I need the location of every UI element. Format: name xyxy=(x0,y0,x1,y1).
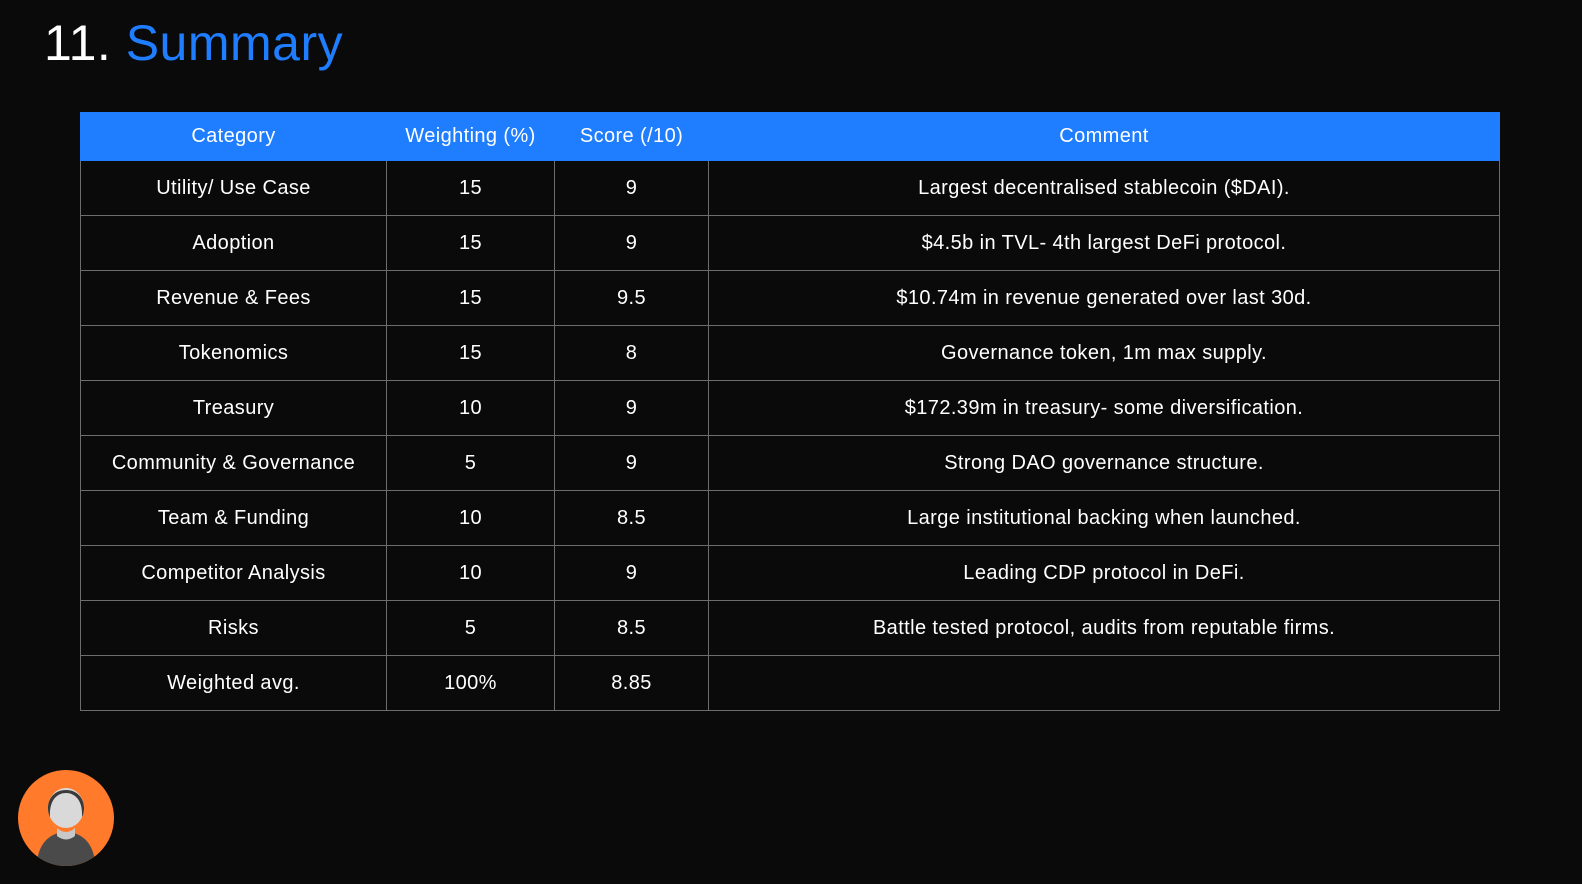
cell-weighting: 15 xyxy=(387,216,555,271)
cell-comment: Largest decentralised stablecoin ($DAI). xyxy=(709,161,1500,216)
summary-table-container: Category Weighting (%) Score (/10) Comme… xyxy=(80,112,1500,711)
cell-score: 8.5 xyxy=(555,491,709,546)
table-row: Treasury109$172.39m in treasury- some di… xyxy=(81,381,1500,436)
table-row: Team & Funding108.5Large institutional b… xyxy=(81,491,1500,546)
cell-comment xyxy=(709,656,1500,711)
cell-score: 8.85 xyxy=(555,656,709,711)
cell-category: Competitor Analysis xyxy=(81,546,387,601)
cell-score: 9.5 xyxy=(555,271,709,326)
table-row: Risks58.5Battle tested protocol, audits … xyxy=(81,601,1500,656)
cell-comment: Leading CDP protocol in DeFi. xyxy=(709,546,1500,601)
cell-weighting: 15 xyxy=(387,161,555,216)
cell-score: 8 xyxy=(555,326,709,381)
heading-title: Summary xyxy=(126,15,343,71)
cell-comment: Governance token, 1m max supply. xyxy=(709,326,1500,381)
slide-heading: 11. Summary xyxy=(44,14,343,72)
table-body: Utility/ Use Case159Largest decentralise… xyxy=(81,161,1500,711)
cell-category: Community & Governance xyxy=(81,436,387,491)
cell-category: Weighted avg. xyxy=(81,656,387,711)
table-row: Weighted avg.100%8.85 xyxy=(81,656,1500,711)
cell-weighting: 5 xyxy=(387,436,555,491)
cell-weighting: 10 xyxy=(387,491,555,546)
cell-score: 9 xyxy=(555,381,709,436)
cell-weighting: 10 xyxy=(387,546,555,601)
cell-comment: $10.74m in revenue generated over last 3… xyxy=(709,271,1500,326)
table-row: Adoption159$4.5b in TVL- 4th largest DeF… xyxy=(81,216,1500,271)
cell-score: 9 xyxy=(555,546,709,601)
cell-score: 9 xyxy=(555,436,709,491)
cell-comment: $172.39m in treasury- some diversificati… xyxy=(709,381,1500,436)
summary-table: Category Weighting (%) Score (/10) Comme… xyxy=(80,112,1500,711)
cell-comment: $4.5b in TVL- 4th largest DeFi protocol. xyxy=(709,216,1500,271)
presenter-avatar xyxy=(18,770,114,866)
cell-weighting: 15 xyxy=(387,326,555,381)
table-row: Community & Governance59Strong DAO gover… xyxy=(81,436,1500,491)
table-row: Competitor Analysis109Leading CDP protoc… xyxy=(81,546,1500,601)
cell-category: Revenue & Fees xyxy=(81,271,387,326)
heading-number: 11. xyxy=(44,15,111,71)
table-row: Utility/ Use Case159Largest decentralise… xyxy=(81,161,1500,216)
cell-comment: Strong DAO governance structure. xyxy=(709,436,1500,491)
col-header-category: Category xyxy=(81,113,387,161)
col-header-score: Score (/10) xyxy=(555,113,709,161)
cell-comment: Battle tested protocol, audits from repu… xyxy=(709,601,1500,656)
cell-score: 8.5 xyxy=(555,601,709,656)
cell-weighting: 15 xyxy=(387,271,555,326)
cell-weighting: 5 xyxy=(387,601,555,656)
col-header-comment: Comment xyxy=(709,113,1500,161)
cell-category: Treasury xyxy=(81,381,387,436)
table-header-row: Category Weighting (%) Score (/10) Comme… xyxy=(81,113,1500,161)
cell-weighting: 100% xyxy=(387,656,555,711)
table-row: Tokenomics158Governance token, 1m max su… xyxy=(81,326,1500,381)
cell-category: Tokenomics xyxy=(81,326,387,381)
cell-category: Adoption xyxy=(81,216,387,271)
cell-score: 9 xyxy=(555,216,709,271)
cell-weighting: 10 xyxy=(387,381,555,436)
cell-category: Utility/ Use Case xyxy=(81,161,387,216)
cell-score: 9 xyxy=(555,161,709,216)
cell-comment: Large institutional backing when launche… xyxy=(709,491,1500,546)
cell-category: Risks xyxy=(81,601,387,656)
table-row: Revenue & Fees159.5$10.74m in revenue ge… xyxy=(81,271,1500,326)
cell-category: Team & Funding xyxy=(81,491,387,546)
col-header-weighting: Weighting (%) xyxy=(387,113,555,161)
person-icon xyxy=(27,778,105,866)
